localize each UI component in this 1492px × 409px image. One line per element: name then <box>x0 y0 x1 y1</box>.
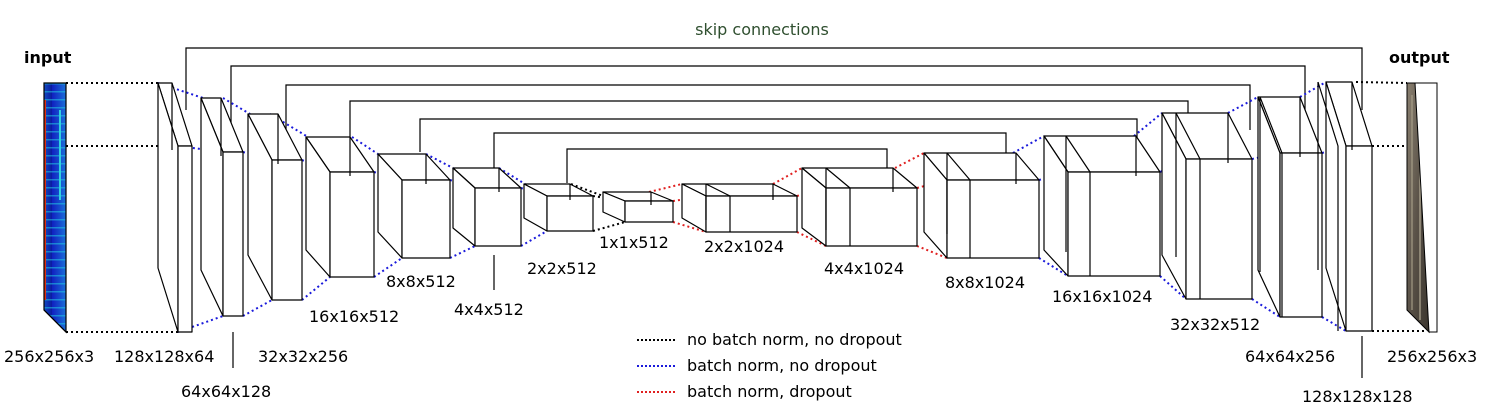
legend-label-1: batch norm, no dropout <box>687 356 877 375</box>
output-image-block <box>1406 82 1438 334</box>
enc-label-3: 32x32x256 <box>258 347 348 366</box>
dec-label-0: 2x2x1024 <box>704 237 784 256</box>
encoder-block-1 <box>157 82 193 333</box>
output-label: output <box>1389 48 1450 67</box>
encoder-block-5 <box>377 153 451 259</box>
skip-connection-6 <box>493 132 1007 170</box>
dec-label-3: 16x16x1024 <box>1052 287 1152 306</box>
encoder-block-2 <box>200 97 244 317</box>
skip-connection-4 <box>349 100 1189 140</box>
decoder-block-1 <box>681 183 798 233</box>
enc-label-1: 128x128x64 <box>114 347 214 366</box>
encoder-block-6 <box>452 167 522 247</box>
input-image-block <box>43 82 67 334</box>
encoder-block-4 <box>305 136 375 278</box>
diagram-title: skip connections <box>695 20 829 39</box>
enc-label-7: 2x2x512 <box>527 259 597 278</box>
enc-label-4: 16x16x512 <box>309 307 399 326</box>
label-ticks <box>232 255 1363 378</box>
encoder-block-7 <box>523 183 594 232</box>
legend: no batch norm, no dropout batch norm, no… <box>637 330 902 401</box>
decoder-block-5 <box>1161 112 1253 300</box>
skip-connections <box>185 47 1363 183</box>
bottleneck-block <box>602 191 674 223</box>
decoder-block-3 <box>923 152 1040 259</box>
dec-label-2: 8x8x1024 <box>945 273 1025 292</box>
skip-connection-5 <box>419 118 1138 152</box>
skip-connection-1 <box>185 47 1363 110</box>
input-label: input <box>24 48 72 67</box>
legend-label-0: no batch norm, no dropout <box>687 330 902 349</box>
dec-label-6: 128x128x128 <box>1302 387 1413 406</box>
encoder-block-3 <box>247 113 303 301</box>
enc-label-5: 8x8x512 <box>386 272 456 291</box>
skip-connection-3 <box>285 84 1251 130</box>
enc-label-2: 64x64x128 <box>181 382 271 401</box>
dimension-labels: 256x256x3 128x128x64 64x64x128 32x32x256… <box>4 233 1477 406</box>
enc-label-8: 1x1x512 <box>599 233 669 252</box>
dec-label-5: 64x64x256 <box>1245 347 1335 366</box>
legend-label-2: batch norm, dropout <box>687 382 852 401</box>
skip-connection-7 <box>566 148 888 183</box>
decoder-block-4 <box>1043 135 1161 277</box>
enc-label-0: 256x256x3 <box>4 347 94 366</box>
decoder-block-2 <box>801 167 918 247</box>
dec-label-1: 4x4x1024 <box>824 259 904 278</box>
decoder-block-7 <box>1317 81 1373 332</box>
skip-connection-2 <box>230 65 1306 123</box>
dec-label-4: 32x32x512 <box>1170 315 1260 334</box>
enc-label-6: 4x4x512 <box>454 300 524 319</box>
dec-label-7: 256x256x3 <box>1387 347 1477 366</box>
layer-blocks <box>157 81 1373 333</box>
decoder-block-6 <box>1257 96 1323 318</box>
